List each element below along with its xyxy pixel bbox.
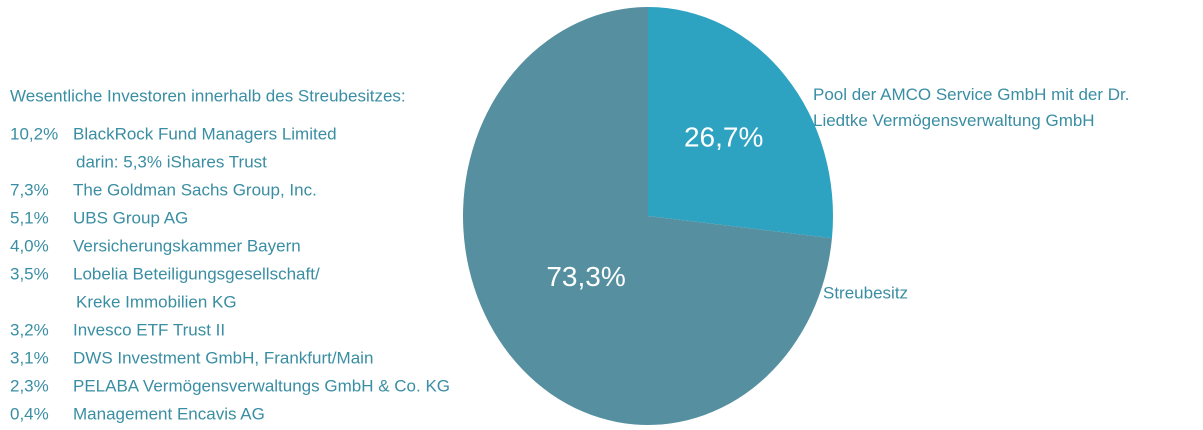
investor-name: DWS Investment GmbH, Frankfurt/Main bbox=[73, 348, 373, 367]
investor-share: 10,2% bbox=[10, 124, 58, 143]
pie-slice bbox=[463, 7, 832, 425]
investor-share: 3,1% bbox=[10, 348, 49, 367]
investor-name: Kreke Immobilien KG bbox=[76, 292, 237, 311]
investor-share: 3,5% bbox=[10, 264, 49, 283]
investor-share: 3,2% bbox=[10, 320, 49, 339]
investor-name: Invesco ETF Trust II bbox=[73, 320, 225, 339]
slice-value-label: 26,7% bbox=[684, 122, 763, 153]
investor-name: PELABA Vermögensverwaltungs GmbH & Co. K… bbox=[73, 376, 450, 395]
slice-value-label: 73,3% bbox=[546, 261, 625, 292]
investor-name: Lobelia Beteiligungsgesellschaft/ bbox=[73, 264, 320, 283]
investor-share: 7,3% bbox=[10, 180, 49, 199]
investor-name: BlackRock Fund Managers Limited bbox=[73, 124, 337, 143]
investor-share: 2,3% bbox=[10, 376, 49, 395]
investor-share: 0,4% bbox=[10, 404, 49, 423]
investor-share: 5,1% bbox=[10, 208, 49, 227]
investor-name: Versicherungskammer Bayern bbox=[73, 236, 301, 255]
investor-name: UBS Group AG bbox=[73, 208, 188, 227]
investor-name: darin: 5,3% iShares Trust bbox=[76, 152, 267, 171]
investor-share: 4,0% bbox=[10, 236, 49, 255]
pie-slice bbox=[648, 7, 833, 239]
list-title: Wesentliche Investoren innerhalb des Str… bbox=[10, 86, 406, 105]
investor-name: Management Encavis AG bbox=[73, 404, 265, 423]
slice-label: Pool der AMCO Service GmbH mit der Dr. L… bbox=[813, 85, 1130, 130]
investor-name: The Goldman Sachs Group, Inc. bbox=[73, 180, 317, 199]
slice-label: Streubesitz bbox=[823, 283, 908, 302]
